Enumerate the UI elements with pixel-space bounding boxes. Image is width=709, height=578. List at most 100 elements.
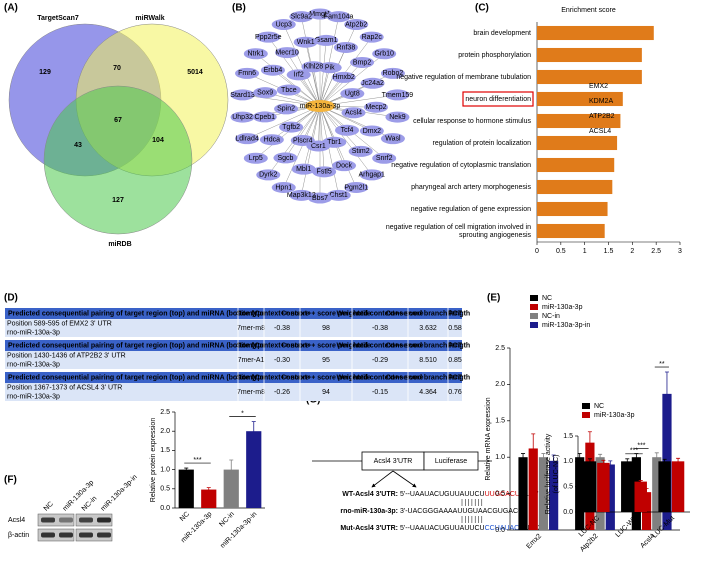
table-mirna: rno-miR-130a-3p xyxy=(7,361,60,368)
table-header xyxy=(5,308,462,319)
blot-band xyxy=(97,517,111,523)
network-node xyxy=(293,36,318,48)
table-header-cell: Predicted consequential pairing of targe… xyxy=(8,310,255,317)
network-node-label: Fstl5 xyxy=(317,169,332,176)
venn-set-label: TargetScan7 xyxy=(37,15,79,22)
network-node-label: Tbr1 xyxy=(327,139,342,146)
significance-label: *** xyxy=(193,457,201,464)
y-tick-label: regulation of protein localization xyxy=(433,140,532,147)
network-node-label: Ppp2r5e xyxy=(255,34,282,41)
network-node-label: Wasl xyxy=(385,135,401,142)
table-cell: 98 xyxy=(322,325,330,332)
network-node-label: Acsl4 xyxy=(345,110,362,117)
panel-label: (D) xyxy=(4,293,18,304)
bar xyxy=(621,461,634,512)
table-header-cell: Context++ score xyxy=(255,310,310,317)
y-tick-label: 1.0 xyxy=(563,458,573,465)
legend-label: NC xyxy=(594,403,604,410)
network-node-label: Fmn6 xyxy=(238,70,256,77)
table-cell: -0.38 xyxy=(274,325,290,332)
x-tick-label: NC xyxy=(179,511,191,523)
network-node-label: Klhl28 xyxy=(304,64,324,71)
network-node-label: Robo2 xyxy=(383,70,404,77)
table-header-cell: Conserved branch length xyxy=(386,342,470,349)
x-tick-label: Emx2 xyxy=(525,533,543,551)
table-header-cell: Weighted context++ score xyxy=(336,342,423,349)
y-axis-label: (of LUC-NC) xyxy=(553,455,560,494)
network-node xyxy=(359,169,384,181)
y-tick-label: 2.0 xyxy=(160,428,170,435)
network-hub-label: miR-130a-3p xyxy=(300,103,341,110)
y-axis-label: Relative protein expression xyxy=(150,418,157,503)
bar xyxy=(537,201,608,217)
label-line: negative regulation of cell migration in… xyxy=(386,224,531,231)
bar xyxy=(537,157,615,173)
network-node xyxy=(326,11,351,23)
x-tick-label: 2.5 xyxy=(651,248,661,255)
y-tick-label: negative regulation of membrane tubulati… xyxy=(396,74,531,81)
network-node xyxy=(385,111,410,123)
sequence: 5'--UAAUACUGUUAUUCUUUGCACUU...-3' xyxy=(400,491,538,498)
network-edge xyxy=(319,105,339,196)
table-cell: 7mer-A1 xyxy=(238,357,265,364)
network-node-label: Jc24a2 xyxy=(361,80,384,87)
error-bar xyxy=(577,453,582,461)
venn-count: 67 xyxy=(114,117,122,124)
y-tick-label: 2.5 xyxy=(495,345,505,352)
y-tick-label: 1.5 xyxy=(495,418,505,425)
network-node-label: Pgm2l1 xyxy=(344,184,368,191)
venn-count: 70 xyxy=(113,65,121,72)
network-node xyxy=(271,181,296,193)
panel-label: (A) xyxy=(4,3,18,14)
network-node xyxy=(308,8,332,20)
bar xyxy=(549,460,559,530)
table-row xyxy=(5,383,462,401)
network-node xyxy=(289,189,314,201)
network-node xyxy=(279,121,304,133)
x-tick-label: 0 xyxy=(535,248,539,255)
sequence-label: rno-miR-130a-3p: xyxy=(340,508,398,515)
error-bar xyxy=(608,460,613,469)
panel-label: (B) xyxy=(232,3,246,14)
table-row xyxy=(5,319,462,337)
network-node-label: Ldlrad4 xyxy=(235,135,258,142)
error-bar xyxy=(662,458,667,464)
y-tick-label: 0.0 xyxy=(563,509,573,516)
network-node xyxy=(256,31,281,43)
network-node-label: Spin2 xyxy=(277,106,295,113)
network-node-label: Bbs7 xyxy=(312,195,328,202)
network-edge xyxy=(319,105,325,172)
label-line: sprouting angiogenesis xyxy=(459,232,531,239)
network-node xyxy=(308,192,332,204)
table-header-cell: Predicted consequential pairing of targe… xyxy=(8,374,255,381)
table-cell: 4.364 xyxy=(419,389,437,396)
y-tick-label: 0.0 xyxy=(495,527,505,534)
annotation: KDM2A xyxy=(589,98,613,105)
network-node-label: Snrf2 xyxy=(376,155,393,162)
table-header-cell: Context++ score percentile xyxy=(281,342,371,349)
chart-title: Enrichment score xyxy=(561,7,616,14)
table-cell: 0.58 xyxy=(448,325,462,332)
network-node-label: Tmem159 xyxy=(382,92,414,99)
x-tick-label: 0.5 xyxy=(556,248,566,255)
venn-count: 5014 xyxy=(187,69,203,76)
bar xyxy=(597,462,610,512)
blot-band xyxy=(59,532,73,538)
network-node-label: Stim2 xyxy=(352,148,370,155)
network-node xyxy=(235,133,260,145)
sequence-label: WT-Acsl4 3'UTR: xyxy=(342,491,398,498)
network-node xyxy=(273,152,298,164)
network-node-label: Ntrk1 xyxy=(247,51,264,58)
table-header-cell: Site type xyxy=(236,310,265,317)
network-edge xyxy=(301,105,321,196)
sequence-part: UUGCACU xyxy=(485,491,520,498)
network-node-label: Gsam1 xyxy=(315,37,338,44)
network-node-label: Fam104a xyxy=(324,14,354,21)
network-node-label: Pik xyxy=(325,65,335,72)
network-node xyxy=(333,41,358,53)
bar xyxy=(634,481,647,512)
venn-set-label: miRDB xyxy=(108,241,131,248)
significance-label: ** xyxy=(659,361,665,368)
bar xyxy=(537,223,605,239)
error-bar xyxy=(587,431,592,454)
